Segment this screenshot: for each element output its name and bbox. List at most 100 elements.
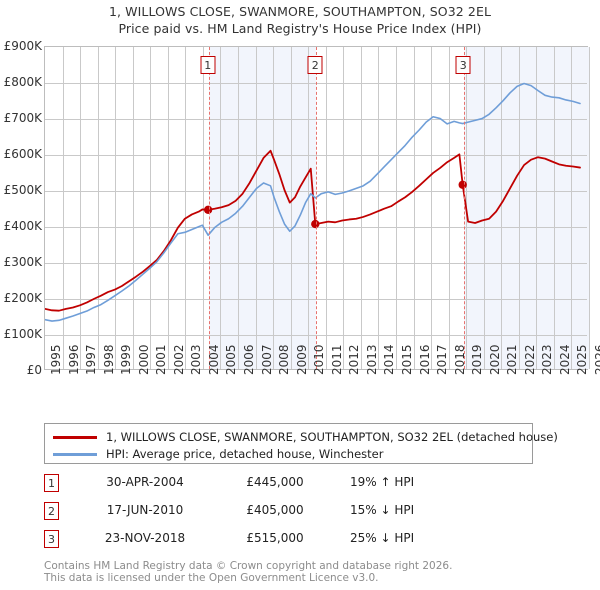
gridline (571, 47, 573, 369)
x-axis-tick-label: 2011 (329, 344, 344, 375)
gridline (45, 119, 587, 120)
event-flag-1[interactable]: 1 (200, 56, 216, 74)
footer-line-2: This data is licensed under the Open Gov… (44, 572, 379, 584)
row-sale-date: 17-JUN-2010 (106, 503, 184, 517)
x-axis-tick-label: 2007 (259, 344, 274, 375)
x-axis-tick-label: 2014 (382, 344, 397, 375)
x-axis-tick-label: 2023 (540, 344, 555, 375)
y-axis-tick-label: £100K (3, 327, 42, 341)
x-axis-tick-label: 2025 (575, 344, 590, 375)
legend-swatch-property (53, 435, 97, 439)
row-sale-price: £405,000 (246, 503, 304, 517)
gridline (273, 47, 275, 369)
gridline (45, 299, 587, 300)
series-line-hpi (45, 82, 581, 322)
event-dashed-line (464, 47, 466, 369)
sale-point-marker[interactable] (458, 180, 467, 189)
gridline (501, 47, 503, 369)
x-axis-tick-label: 2003 (189, 344, 204, 375)
x-axis-tick-label: 2010 (312, 344, 327, 375)
plot-area (44, 46, 590, 370)
legend-label-property: 1, WILLOWS CLOSE, SWANMORE, SOUTHAMPTON,… (106, 430, 558, 444)
event-flag-3[interactable]: 3 (455, 56, 471, 74)
x-axis-tick-label: 2017 (435, 344, 450, 375)
x-axis-tick-label: 2018 (452, 344, 467, 375)
gridline (360, 47, 362, 369)
chart-title-block: 1, WILLOWS CLOSE, SWANMORE, SOUTHAMPTON,… (0, 3, 600, 37)
footer-line-1: Contains HM Land Registry data © Crown c… (44, 560, 453, 572)
x-axis-tick-label: 1999 (119, 344, 134, 375)
gridline (431, 47, 433, 369)
sale-point-marker[interactable] (311, 219, 320, 229)
x-axis-tick-label: 1997 (84, 344, 99, 375)
legend-label-hpi: HPI: Average price, detached house, Winc… (106, 447, 384, 461)
series-line-property (45, 149, 581, 312)
x-axis-tick-label: 2002 (171, 344, 186, 375)
event-flag-2[interactable]: 2 (307, 56, 323, 74)
y-axis-tick-label: £0 (26, 363, 42, 377)
legend: 1, WILLOWS CLOSE, SWANMORE, SOUTHAMPTON,… (44, 423, 558, 464)
row-index-badge: 1 (44, 474, 59, 492)
y-axis-labels: £0 £100K £200K £300K £400K £500K £600K £700K £80… (0, 0, 44, 590)
gridline (80, 47, 82, 369)
row-sale-date: 23-NOV-2018 (104, 531, 186, 545)
x-axis-tick-label: 2001 (154, 344, 169, 375)
table-row: 2 17-JUN-2010 £405,000 15% ↓ HPI (44, 500, 564, 528)
x-axis-tick-label: 2005 (224, 344, 239, 375)
y-axis-tick-label: £300K (3, 255, 42, 269)
gridline (518, 47, 520, 369)
x-axis-tick-label: 2019 (470, 344, 485, 375)
gridline (45, 263, 587, 264)
x-axis-tick-label: 2009 (294, 344, 309, 375)
gridline (536, 47, 538, 369)
row-hpi-delta: 15% ↓ HPI (350, 503, 415, 517)
gridline (290, 47, 292, 369)
footer-attribution: Contains HM Land Registry data © Crown c… (44, 560, 584, 584)
legend-item-property: 1, WILLOWS CLOSE, SWANMORE, SOUTHAMPTON,… (53, 429, 558, 445)
table-row: 3 23-NOV-2018 £515,000 25% ↓ HPI (44, 528, 564, 556)
y-axis-tick-label: £700K (3, 111, 42, 125)
row-sale-price: £445,000 (246, 475, 304, 489)
gridline (185, 47, 187, 369)
x-axis-tick-label: 1998 (101, 344, 116, 375)
event-dashed-line (208, 47, 210, 369)
gridline (45, 335, 587, 336)
x-axis-tick-label: 1996 (66, 344, 81, 375)
page-title: 1, WILLOWS CLOSE, SWANMORE, SOUTHAMPTON,… (108, 4, 492, 19)
x-axis-tick-label: 2026 (593, 344, 600, 375)
series-lines (45, 82, 581, 322)
gridline (132, 47, 134, 369)
gridline (308, 47, 310, 369)
gridline (62, 47, 64, 369)
row-sale-price: £515,000 (246, 531, 304, 545)
x-axis-tick-label: 2021 (505, 344, 520, 375)
gridline (553, 47, 555, 369)
x-axis-tick-label: 1995 (49, 344, 63, 375)
gridline (45, 83, 587, 84)
x-axis-tick-label: 2004 (206, 344, 221, 375)
gridline (343, 47, 345, 369)
x-axis-tick-label: 2024 (557, 344, 572, 375)
row-hpi-delta: 25% ↓ HPI (350, 531, 415, 545)
y-axis-tick-label: £600K (3, 147, 42, 161)
row-hpi-delta: 19% ↑ HPI (350, 475, 415, 489)
sale-point-marker[interactable] (203, 205, 213, 214)
gridline (448, 47, 450, 369)
gridline (413, 47, 415, 369)
gridline (167, 47, 169, 369)
gridline (115, 47, 117, 369)
gridline (45, 191, 587, 192)
gridline (255, 47, 257, 369)
x-axis-tick-label: 2008 (277, 344, 292, 375)
gridline (483, 47, 485, 369)
x-axis-tick-label: 2013 (364, 344, 379, 375)
legend-item-hpi: HPI: Average price, detached house, Winc… (53, 446, 383, 462)
row-sale-date: 30-APR-2004 (106, 475, 184, 489)
y-axis-tick-label: £400K (3, 219, 42, 233)
x-axis-tick-label: 2012 (347, 344, 362, 375)
gridline (150, 47, 152, 369)
gridline (395, 47, 397, 369)
page-subtitle: Price paid vs. HM Land Registry's House … (118, 21, 482, 36)
x-axis-tick-label: 2006 (242, 344, 257, 375)
